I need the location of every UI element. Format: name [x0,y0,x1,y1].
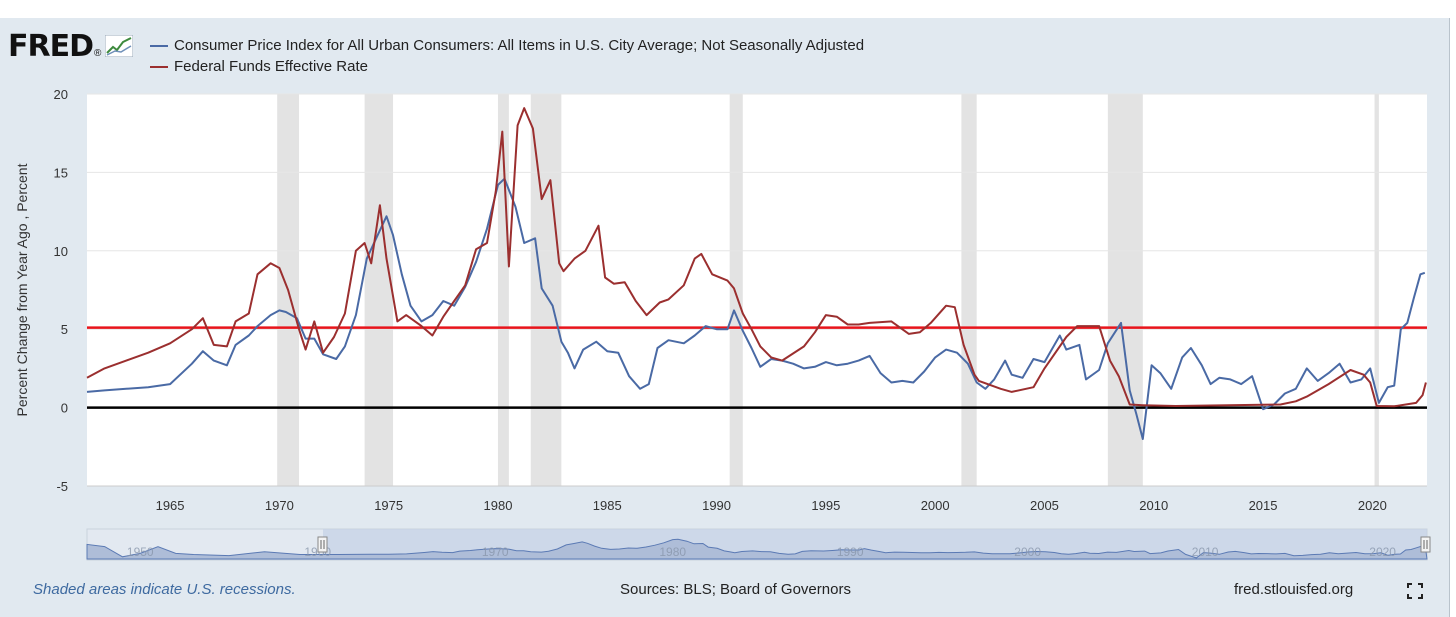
navigator-tick-label: 1980 [659,545,686,559]
recession-band [729,94,743,486]
navigator-tick-label: 2000 [1014,545,1041,559]
navigator-right-handle[interactable] [1420,536,1431,553]
x-tick-label: 2010 [1139,498,1168,513]
x-tick-label: 2000 [921,498,950,513]
x-tick-label: 1975 [374,498,403,513]
legend-label-cpi: Consumer Price Index for All Urban Consu… [174,37,865,54]
fedfunds-series-line [86,107,1427,408]
top-strip [0,0,1456,18]
logo-registered-mark: ® [94,47,102,59]
trend-chart-icon [105,35,134,57]
chart-canvas[interactable]: -5 0 5 10 15 20 1965 1970 1975 1980 1985 1990 1995 2… [0,18,1449,617]
x-tick-labels: 1965 1970 1975 1980 1985 1990 1995 2000 2005 2010… [156,498,1387,513]
y-tick-label: 15 [54,165,68,180]
x-tick-label: 1970 [265,498,294,513]
fred-url-link[interactable]: fred.stlouisfed.org [1234,581,1354,598]
recession-band [961,94,977,486]
legend-entry-cpi[interactable]: Consumer Price Index for All Urban Consu… [150,35,864,56]
y-axis-label: Percent Change from Year Ago , Percent [14,163,30,416]
x-tick-label: 1990 [702,498,731,513]
fullscreen-icon[interactable] [1407,583,1423,599]
navigator-tick-label: 2010 [1192,545,1219,559]
navigator-series [86,538,1428,560]
chart-frame: FRED ® Consumer Price Index for All Urba… [0,18,1450,617]
y-tick-label: -5 [56,479,68,494]
x-tick-label: 2005 [1030,498,1059,513]
logo-text: FRED [8,28,94,64]
navigator-area [86,538,1428,560]
navigator-tick-label: 1970 [482,545,509,559]
x-tick-label: 2015 [1249,498,1278,513]
navigator-left-handle[interactable] [317,536,328,553]
navigator-tick-label: 1950 [127,545,154,559]
legend-label-fedfunds: Federal Funds Effective Rate [174,58,368,75]
recession-note: Shaded areas indicate U.S. recessions. [33,581,296,598]
legend-swatch-cpi [150,44,168,47]
fred-logo[interactable]: FRED ® [8,28,134,64]
recession-band [1374,94,1379,486]
recession-band [497,94,509,486]
x-tick-label: 2020 [1358,498,1387,513]
cpi-series-line [86,177,1426,440]
y-tick-label: 5 [61,322,68,337]
reference-lines [87,326,1427,409]
sources-text: Sources: BLS; Board of Governors [620,581,851,598]
x-tick-label: 1995 [811,498,840,513]
navigator-tick-label: 1990 [837,545,864,559]
gridlines [87,93,1427,487]
y-tick-label: 20 [54,87,68,102]
x-tick-label: 1980 [484,498,513,513]
y-tick-label: 10 [54,244,68,259]
x-tick-label: 1965 [156,498,185,513]
series-lines [86,107,1427,440]
x-tick-label: 1985 [593,498,622,513]
recession-band [364,94,394,486]
y-tick-labels: -5 0 5 10 15 20 [54,87,68,494]
navigator-tick-label: 2020 [1369,545,1396,559]
navigator-tick-labels: 19501960197019801990200020102020 [127,545,1396,559]
legend-swatch-fedfunds [150,65,168,68]
chart-legend: Consumer Price Index for All Urban Consu… [150,35,864,77]
y-tick-label: 0 [61,401,68,416]
recession-band [1107,94,1143,486]
plot-background [87,94,1427,486]
legend-entry-fedfunds[interactable]: Federal Funds Effective Rate [150,56,864,77]
range-navigator[interactable]: 19501960197019801990200020102020 [86,528,1431,561]
recession-shading [277,94,1379,486]
